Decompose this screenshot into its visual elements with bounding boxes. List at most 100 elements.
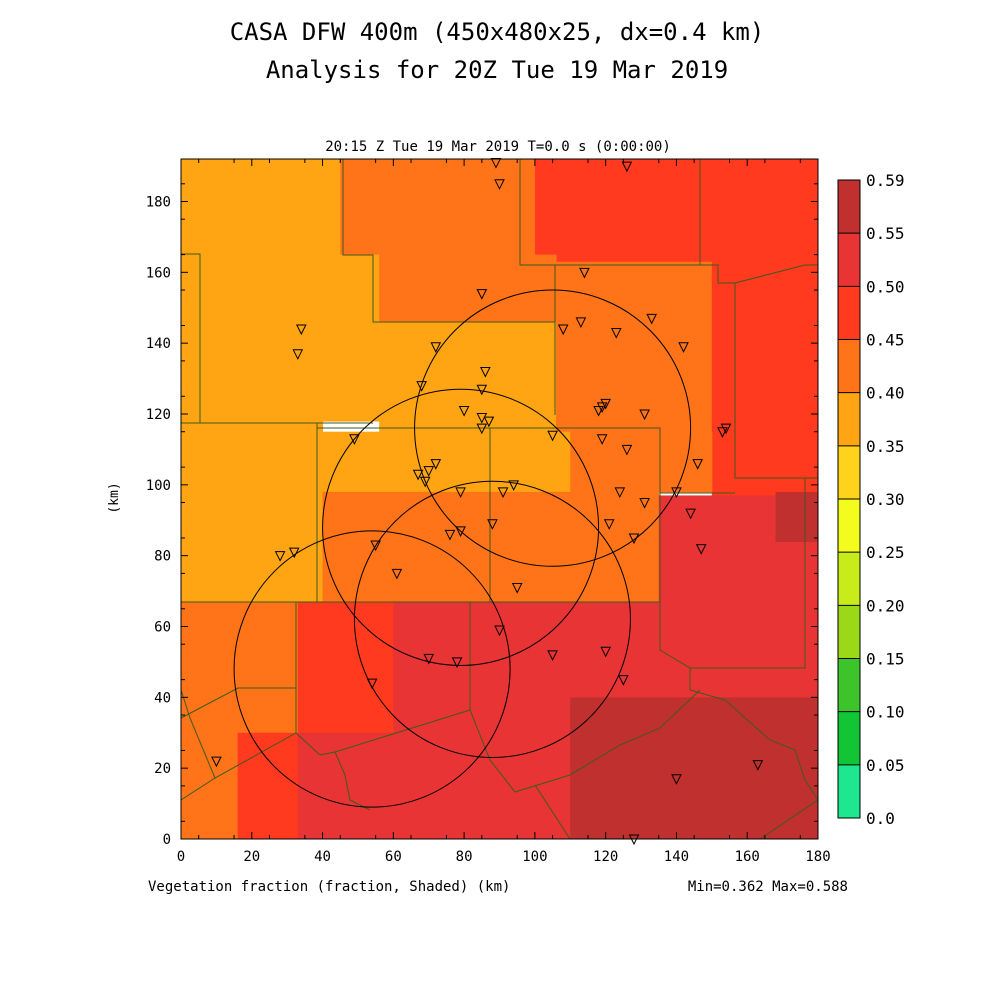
colorbar-swatch bbox=[838, 445, 860, 499]
station-marker bbox=[349, 434, 360, 445]
x-axis: 0 20 40 60 80 100 120 140 160 180 bbox=[177, 159, 831, 865]
station-marker bbox=[451, 657, 463, 669]
colorbar-label: 0.55 bbox=[866, 224, 905, 243]
y-tick-label: 180 bbox=[146, 195, 171, 211]
heatmap-cell bbox=[297, 732, 571, 839]
station-marker bbox=[547, 430, 558, 442]
heatmap-regions bbox=[181, 159, 818, 839]
colorbar-swatch bbox=[838, 180, 860, 234]
station-marker bbox=[391, 568, 403, 580]
station-marker bbox=[678, 342, 689, 353]
station-marker bbox=[639, 498, 650, 509]
y-tick-label: 20 bbox=[154, 761, 171, 777]
station-marker bbox=[671, 774, 682, 785]
station-marker bbox=[600, 398, 611, 410]
y-tick-label: 80 bbox=[154, 549, 171, 565]
x-tick-label: 100 bbox=[522, 849, 547, 865]
range-ring bbox=[233, 530, 511, 808]
station-marker bbox=[458, 405, 470, 417]
station-marker bbox=[557, 324, 569, 336]
station-marker bbox=[274, 551, 286, 562]
heatmap-cell bbox=[379, 254, 557, 323]
colorbar-swatch bbox=[838, 286, 860, 340]
y-tick-label: 160 bbox=[146, 265, 171, 281]
heatmap-cell bbox=[297, 601, 394, 734]
colorbar-label: 0.20 bbox=[866, 596, 905, 615]
station-marker bbox=[416, 381, 427, 392]
colorbar-label: 0.59 bbox=[866, 171, 905, 190]
station-marker bbox=[494, 625, 505, 637]
heatmap-cell bbox=[237, 732, 299, 839]
station-markers bbox=[211, 158, 764, 846]
station-marker bbox=[596, 402, 608, 414]
station-marker bbox=[444, 529, 456, 541]
x-tick-label: 0 bbox=[177, 849, 185, 865]
station-marker bbox=[614, 487, 626, 499]
station-marker bbox=[476, 423, 488, 435]
station-marker bbox=[621, 444, 633, 456]
station-marker bbox=[695, 544, 707, 555]
station-marker bbox=[596, 434, 608, 445]
time-label: 20:15 Z Tue 19 Mar 2019 T=0.0 s (0:00:00… bbox=[325, 139, 671, 155]
heatmap-cell bbox=[181, 254, 380, 422]
station-marker bbox=[423, 466, 435, 477]
station-marker bbox=[487, 519, 498, 530]
y-tick-label: 120 bbox=[146, 407, 171, 423]
heatmap-cell bbox=[570, 697, 818, 839]
heatmap-cell bbox=[711, 261, 818, 496]
colorbar-swatch bbox=[838, 605, 860, 659]
station-marker bbox=[494, 179, 505, 190]
station-marker bbox=[476, 384, 488, 396]
y-tick-label: 140 bbox=[146, 336, 171, 352]
station-marker bbox=[430, 459, 442, 470]
station-marker bbox=[579, 267, 590, 279]
colorbar-swatch bbox=[838, 339, 860, 393]
station-marker bbox=[292, 349, 304, 360]
radar-range-rings bbox=[233, 289, 692, 808]
chart-title: CASA DFW 400m (450x480x25, dx=0.4 km) bbox=[230, 18, 765, 46]
station-marker bbox=[455, 526, 466, 537]
station-marker bbox=[603, 519, 615, 530]
heatmap-cell bbox=[181, 732, 239, 839]
colorbar-label: 0.15 bbox=[866, 650, 905, 669]
x-tick-label: 140 bbox=[664, 849, 689, 865]
station-marker bbox=[547, 650, 558, 661]
station-marker bbox=[692, 459, 703, 470]
colorbar: 0.0 0.05 0.10 0.15 0.20 0.25 0.30 0.35 0.40 0.45 0… bbox=[837, 171, 905, 828]
colorbar-swatch bbox=[838, 658, 860, 712]
colorbar-swatch bbox=[838, 764, 860, 818]
colorbar-swatch bbox=[838, 392, 860, 446]
heatmap-cell bbox=[181, 421, 324, 603]
station-marker bbox=[618, 675, 629, 686]
station-marker bbox=[575, 317, 587, 329]
heatmap-cell bbox=[658, 601, 818, 698]
heatmap-cell bbox=[181, 601, 299, 734]
x-tick-label: 160 bbox=[735, 849, 760, 865]
colorbar-swatch bbox=[838, 233, 860, 287]
station-marker bbox=[717, 427, 728, 438]
heatmap-cell bbox=[570, 431, 713, 493]
station-marker bbox=[211, 756, 222, 768]
station-marker bbox=[508, 480, 519, 491]
station-marker bbox=[752, 760, 764, 771]
minmax-label: Min=0.362 Max=0.588 bbox=[688, 879, 848, 895]
colorbar-label: 0.50 bbox=[866, 277, 905, 296]
heatmap-cell bbox=[775, 491, 818, 542]
colorbar-label: 0.30 bbox=[866, 490, 905, 509]
x-tick-label: 60 bbox=[385, 849, 402, 865]
station-marker bbox=[419, 476, 431, 488]
station-marker bbox=[671, 487, 682, 499]
colorbar-label: 0.40 bbox=[866, 384, 905, 403]
colorbar-label: 0.10 bbox=[866, 703, 905, 722]
x-tick-label: 80 bbox=[456, 849, 473, 865]
chart-subtitle: Analysis for 20Z Tue 19 Mar 2019 bbox=[266, 56, 728, 84]
x-tick-label: 120 bbox=[593, 849, 618, 865]
station-marker bbox=[511, 583, 523, 594]
station-marker bbox=[610, 328, 622, 339]
station-marker bbox=[370, 540, 381, 552]
station-marker bbox=[430, 342, 442, 353]
station-marker bbox=[720, 423, 732, 435]
colorbar-frame bbox=[837, 179, 861, 819]
